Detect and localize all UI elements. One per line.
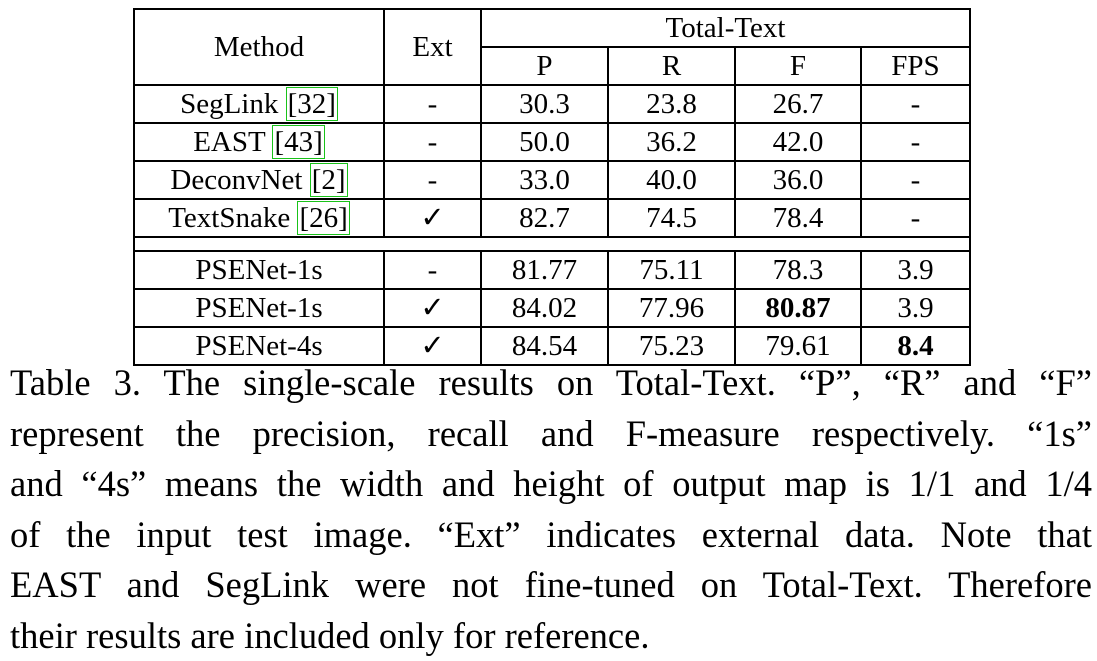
r-cell: 36.2 xyxy=(608,123,735,161)
p-cell: 33.0 xyxy=(481,161,608,199)
ext-cell: - xyxy=(384,161,481,199)
p-cell: 50.0 xyxy=(481,123,608,161)
f-header: F xyxy=(735,47,861,85)
header-row-1: Method Ext Total-Text xyxy=(134,9,970,47)
p-cell: 30.3 xyxy=(481,85,608,123)
group-separator xyxy=(134,237,970,251)
r-header: R xyxy=(608,47,735,85)
ext-cell: ✓ xyxy=(384,289,481,327)
p-cell: 84.02 xyxy=(481,289,608,327)
total-text-header: Total-Text xyxy=(481,9,970,47)
fps-cell: - xyxy=(861,85,970,123)
fps-header: FPS xyxy=(861,47,970,85)
fps-cell: 3.9 xyxy=(861,289,970,327)
caption-line: their results are included only for refe… xyxy=(10,611,1092,661)
fps-cell: - xyxy=(861,199,970,237)
caption-line: Table 3. The single-scale results on Tot… xyxy=(10,358,1092,409)
method-cell: DeconvNet [2] xyxy=(134,161,384,199)
citation-link[interactable]: [43] xyxy=(272,125,324,159)
table-caption: Table 3. The single-scale results on Tot… xyxy=(10,358,1092,661)
f-cell-best: 80.87 xyxy=(735,289,861,327)
p-cell: 81.77 xyxy=(481,251,608,289)
caption-line: represent the precision, recall and F-me… xyxy=(10,409,1092,460)
method-cell: SegLink [32] xyxy=(134,85,384,123)
ext-cell: - xyxy=(384,123,481,161)
r-cell: 75.11 xyxy=(608,251,735,289)
f-cell: 78.3 xyxy=(735,251,861,289)
fps-cell: 3.9 xyxy=(861,251,970,289)
ext-cell: - xyxy=(384,85,481,123)
table-row: SegLink [32] - 30.3 23.8 26.7 - xyxy=(134,85,970,123)
r-cell: 40.0 xyxy=(608,161,735,199)
r-cell: 23.8 xyxy=(608,85,735,123)
method-header: Method xyxy=(134,9,384,85)
method-cell: EAST [43] xyxy=(134,123,384,161)
r-cell: 74.5 xyxy=(608,199,735,237)
f-cell: 26.7 xyxy=(735,85,861,123)
p-header: P xyxy=(481,47,608,85)
table-row: DeconvNet [2] - 33.0 40.0 36.0 - xyxy=(134,161,970,199)
r-cell: 77.96 xyxy=(608,289,735,327)
ext-cell: - xyxy=(384,251,481,289)
method-cell: PSENet-1s xyxy=(134,251,384,289)
table-row: TextSnake [26] ✓ 82.7 74.5 78.4 - xyxy=(134,199,970,237)
caption-line: of the input test image. “Ext” indicates… xyxy=(10,510,1092,561)
f-cell: 42.0 xyxy=(735,123,861,161)
f-cell: 78.4 xyxy=(735,199,861,237)
citation-link[interactable]: [2] xyxy=(310,163,348,197)
citation-link[interactable]: [26] xyxy=(297,201,349,235)
separator-gap xyxy=(134,237,970,251)
p-cell: 82.7 xyxy=(481,199,608,237)
citation-link[interactable]: [32] xyxy=(286,87,338,121)
ext-header: Ext xyxy=(384,9,481,85)
table-row: PSENet-1s ✓ 84.02 77.96 80.87 3.9 xyxy=(134,289,970,327)
results-table: Method Ext Total-Text P R F FPS SegLink … xyxy=(133,8,971,366)
caption-line: EAST and SegLink were not fine-tuned on … xyxy=(10,560,1092,611)
ext-cell: ✓ xyxy=(384,199,481,237)
method-cell: PSENet-1s xyxy=(134,289,384,327)
table-row: EAST [43] - 50.0 36.2 42.0 - xyxy=(134,123,970,161)
table-row: PSENet-1s - 81.77 75.11 78.3 3.9 xyxy=(134,251,970,289)
caption-line: and “4s” means the width and height of o… xyxy=(10,459,1092,510)
fps-cell: - xyxy=(861,161,970,199)
f-cell: 36.0 xyxy=(735,161,861,199)
fps-cell: - xyxy=(861,123,970,161)
method-cell: TextSnake [26] xyxy=(134,199,384,237)
